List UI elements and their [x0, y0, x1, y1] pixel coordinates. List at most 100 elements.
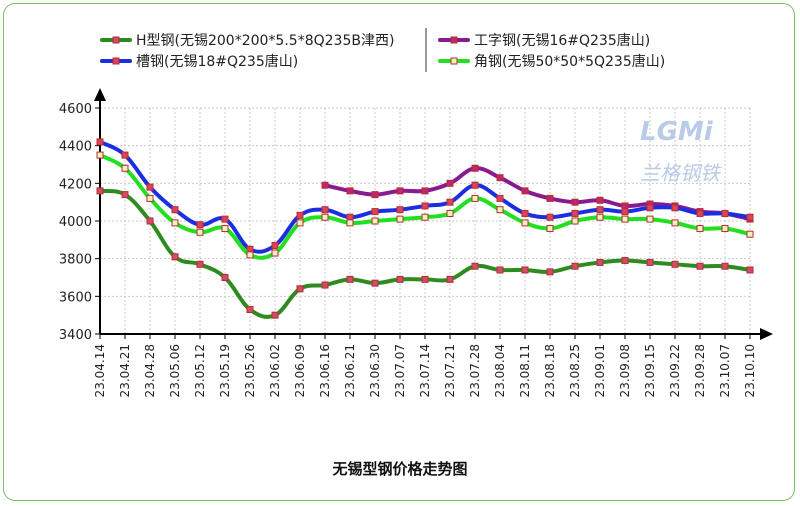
data-point [671, 260, 679, 268]
y-tick-label: 4400 [59, 140, 92, 155]
data-point [396, 275, 404, 283]
data-point [721, 262, 729, 270]
x-tick-label: 23.10.10 [743, 344, 757, 397]
x-tick-label: 23.04.21 [118, 344, 132, 397]
data-point [546, 225, 554, 233]
data-point [471, 181, 479, 189]
data-point [571, 262, 579, 270]
data-point [196, 221, 204, 229]
x-tick-label: 23.05.06 [168, 344, 182, 397]
data-point [696, 209, 704, 217]
data-point [496, 194, 504, 202]
data-point [96, 187, 104, 195]
data-point [746, 230, 754, 238]
data-point [171, 219, 179, 227]
y-tick-label: 3600 [59, 290, 92, 305]
data-point [296, 285, 304, 293]
x-tick-label: 23.10.07 [718, 344, 732, 397]
data-point [446, 179, 454, 187]
watermark-logo: LGMi [640, 117, 714, 147]
data-point [121, 191, 129, 199]
data-point [371, 208, 379, 216]
y-tick-label: 4000 [59, 215, 92, 230]
data-point [521, 219, 529, 227]
data-point [421, 187, 429, 195]
y-tick-label: 4200 [59, 177, 92, 192]
data-point [96, 138, 104, 146]
data-point [296, 219, 304, 227]
data-point [446, 275, 454, 283]
data-point [196, 260, 204, 268]
x-tick-label: 23.07.14 [418, 344, 432, 397]
data-point [646, 215, 654, 223]
data-point [596, 206, 604, 214]
x-tick-label: 23.09.01 [593, 344, 607, 397]
data-point [471, 164, 479, 172]
x-tick-label: 23.09.22 [668, 344, 682, 397]
data-point [571, 209, 579, 217]
data-point [621, 215, 629, 223]
data-point [446, 209, 454, 217]
data-point [321, 181, 329, 189]
x-tick-label: 23.08.18 [543, 344, 557, 397]
data-point [746, 213, 754, 221]
data-point [346, 275, 354, 283]
data-point [121, 151, 129, 159]
data-point [496, 266, 504, 274]
data-point [171, 206, 179, 214]
watermark: LGMi 兰格钢铁 [640, 117, 722, 185]
data-point [421, 213, 429, 221]
data-point [496, 206, 504, 214]
data-point [221, 274, 229, 281]
legend-label-3: 角钢(无锡50*50*5Q235唐山) [474, 53, 665, 70]
x-tick-label: 23.05.26 [243, 344, 257, 397]
x-tick-label: 23.08.25 [568, 344, 582, 397]
x-tick-label: 23.09.08 [618, 344, 632, 397]
data-point [621, 208, 629, 216]
x-tick-label: 23.06.30 [368, 344, 382, 397]
data-point [171, 253, 179, 261]
x-tick-label: 23.08.11 [518, 344, 532, 397]
data-point [596, 196, 604, 204]
legend-marker-0 [112, 36, 120, 44]
data-point [621, 257, 629, 265]
data-point [721, 225, 729, 233]
chart-title: 无锡型钢价格走势图 [331, 460, 467, 478]
data-point [421, 202, 429, 210]
legend-label-2: 槽钢(无锡18#Q235唐山) [136, 53, 298, 70]
data-point [146, 194, 154, 202]
watermark-subtitle: 兰格钢铁 [640, 161, 722, 185]
chart-frame [3, 3, 795, 501]
data-point [371, 279, 379, 287]
data-point [471, 194, 479, 202]
data-point [396, 187, 404, 195]
legend-label-1: 工字钢(无锡16#Q235唐山) [474, 32, 650, 49]
legend-marker-3 [450, 57, 458, 65]
x-tick-label: 23.04.28 [143, 344, 157, 397]
data-point [221, 225, 229, 233]
data-point [321, 281, 329, 289]
data-point [371, 217, 379, 225]
series [96, 138, 754, 319]
data-point [546, 213, 554, 221]
data-point [146, 217, 154, 225]
data-point [196, 228, 204, 236]
data-point [696, 225, 704, 233]
data-point [121, 164, 129, 172]
data-point [646, 204, 654, 212]
data-point [396, 215, 404, 223]
data-point [346, 213, 354, 221]
x-tick-label: 23.06.02 [268, 344, 282, 397]
data-point [671, 219, 679, 227]
data-point [146, 183, 154, 191]
data-point [371, 191, 379, 199]
x-tick-label: 23.09.15 [643, 344, 657, 397]
x-tick-labels: 23.04.14 23.04.21 23.04.28 23.05.06 23.05.12… [93, 344, 757, 397]
data-point [296, 211, 304, 219]
legend-marker-1 [450, 36, 458, 44]
data-point [671, 204, 679, 212]
x-tick-label: 23.09.28 [693, 344, 707, 397]
data-point [496, 174, 504, 182]
x-tick-label: 23.04.14 [93, 344, 107, 397]
data-point [621, 202, 629, 210]
